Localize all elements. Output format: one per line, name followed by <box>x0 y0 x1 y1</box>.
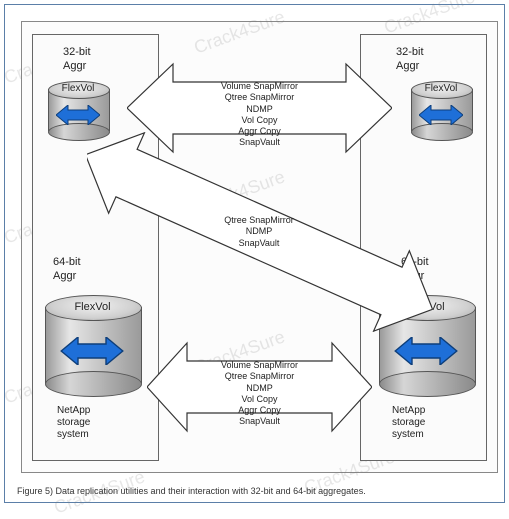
watermark: Crack4Sure <box>381 0 477 39</box>
left-top-flexvol-cylinder: FlexVol <box>48 81 108 139</box>
flexvol-label: FlexVol <box>48 83 108 94</box>
flexvol-label: FlexVol <box>411 83 471 94</box>
label-text: NetApp <box>57 405 90 416</box>
double-arrow-icon <box>393 337 459 365</box>
label-text: Aggr <box>63 60 86 72</box>
bottom-bidir-arrow-icon <box>147 337 372 437</box>
label-text: Aggr <box>53 270 76 282</box>
right-sys-label: NetApp storage system <box>392 405 462 441</box>
label-text: 64-bit <box>53 256 81 268</box>
diag-bidir-arrow-icon <box>87 132 432 332</box>
label-text: storage <box>392 417 425 428</box>
double-arrow-icon <box>56 105 100 125</box>
left-sys-label: NetApp storage system <box>57 405 127 441</box>
watermark: Crack4Sure <box>191 6 287 58</box>
double-arrow-icon <box>59 337 125 365</box>
right-top-flexvol-cylinder: FlexVol <box>411 81 471 139</box>
label-text: 32-bit <box>396 46 424 58</box>
double-arrow-icon <box>419 105 463 125</box>
figure-caption: Figure 5) Data replication utilities and… <box>17 486 366 496</box>
outer-frame: Crack4Sure Crack4Sure Crack4Sure Crack4S… <box>4 4 505 503</box>
label-text: storage <box>57 417 90 428</box>
right-top-aggr-label: 32-bit Aggr <box>396 45 456 74</box>
label-text: system <box>392 429 424 440</box>
label-text: system <box>57 429 89 440</box>
left-top-aggr-label: 32-bit Aggr <box>63 45 123 74</box>
label-text: NetApp <box>392 405 425 416</box>
diagram-area: Crack4Sure Crack4Sure Crack4Sure Crack4S… <box>21 21 498 473</box>
label-text: Aggr <box>396 60 419 72</box>
label-text: 32-bit <box>63 46 91 58</box>
